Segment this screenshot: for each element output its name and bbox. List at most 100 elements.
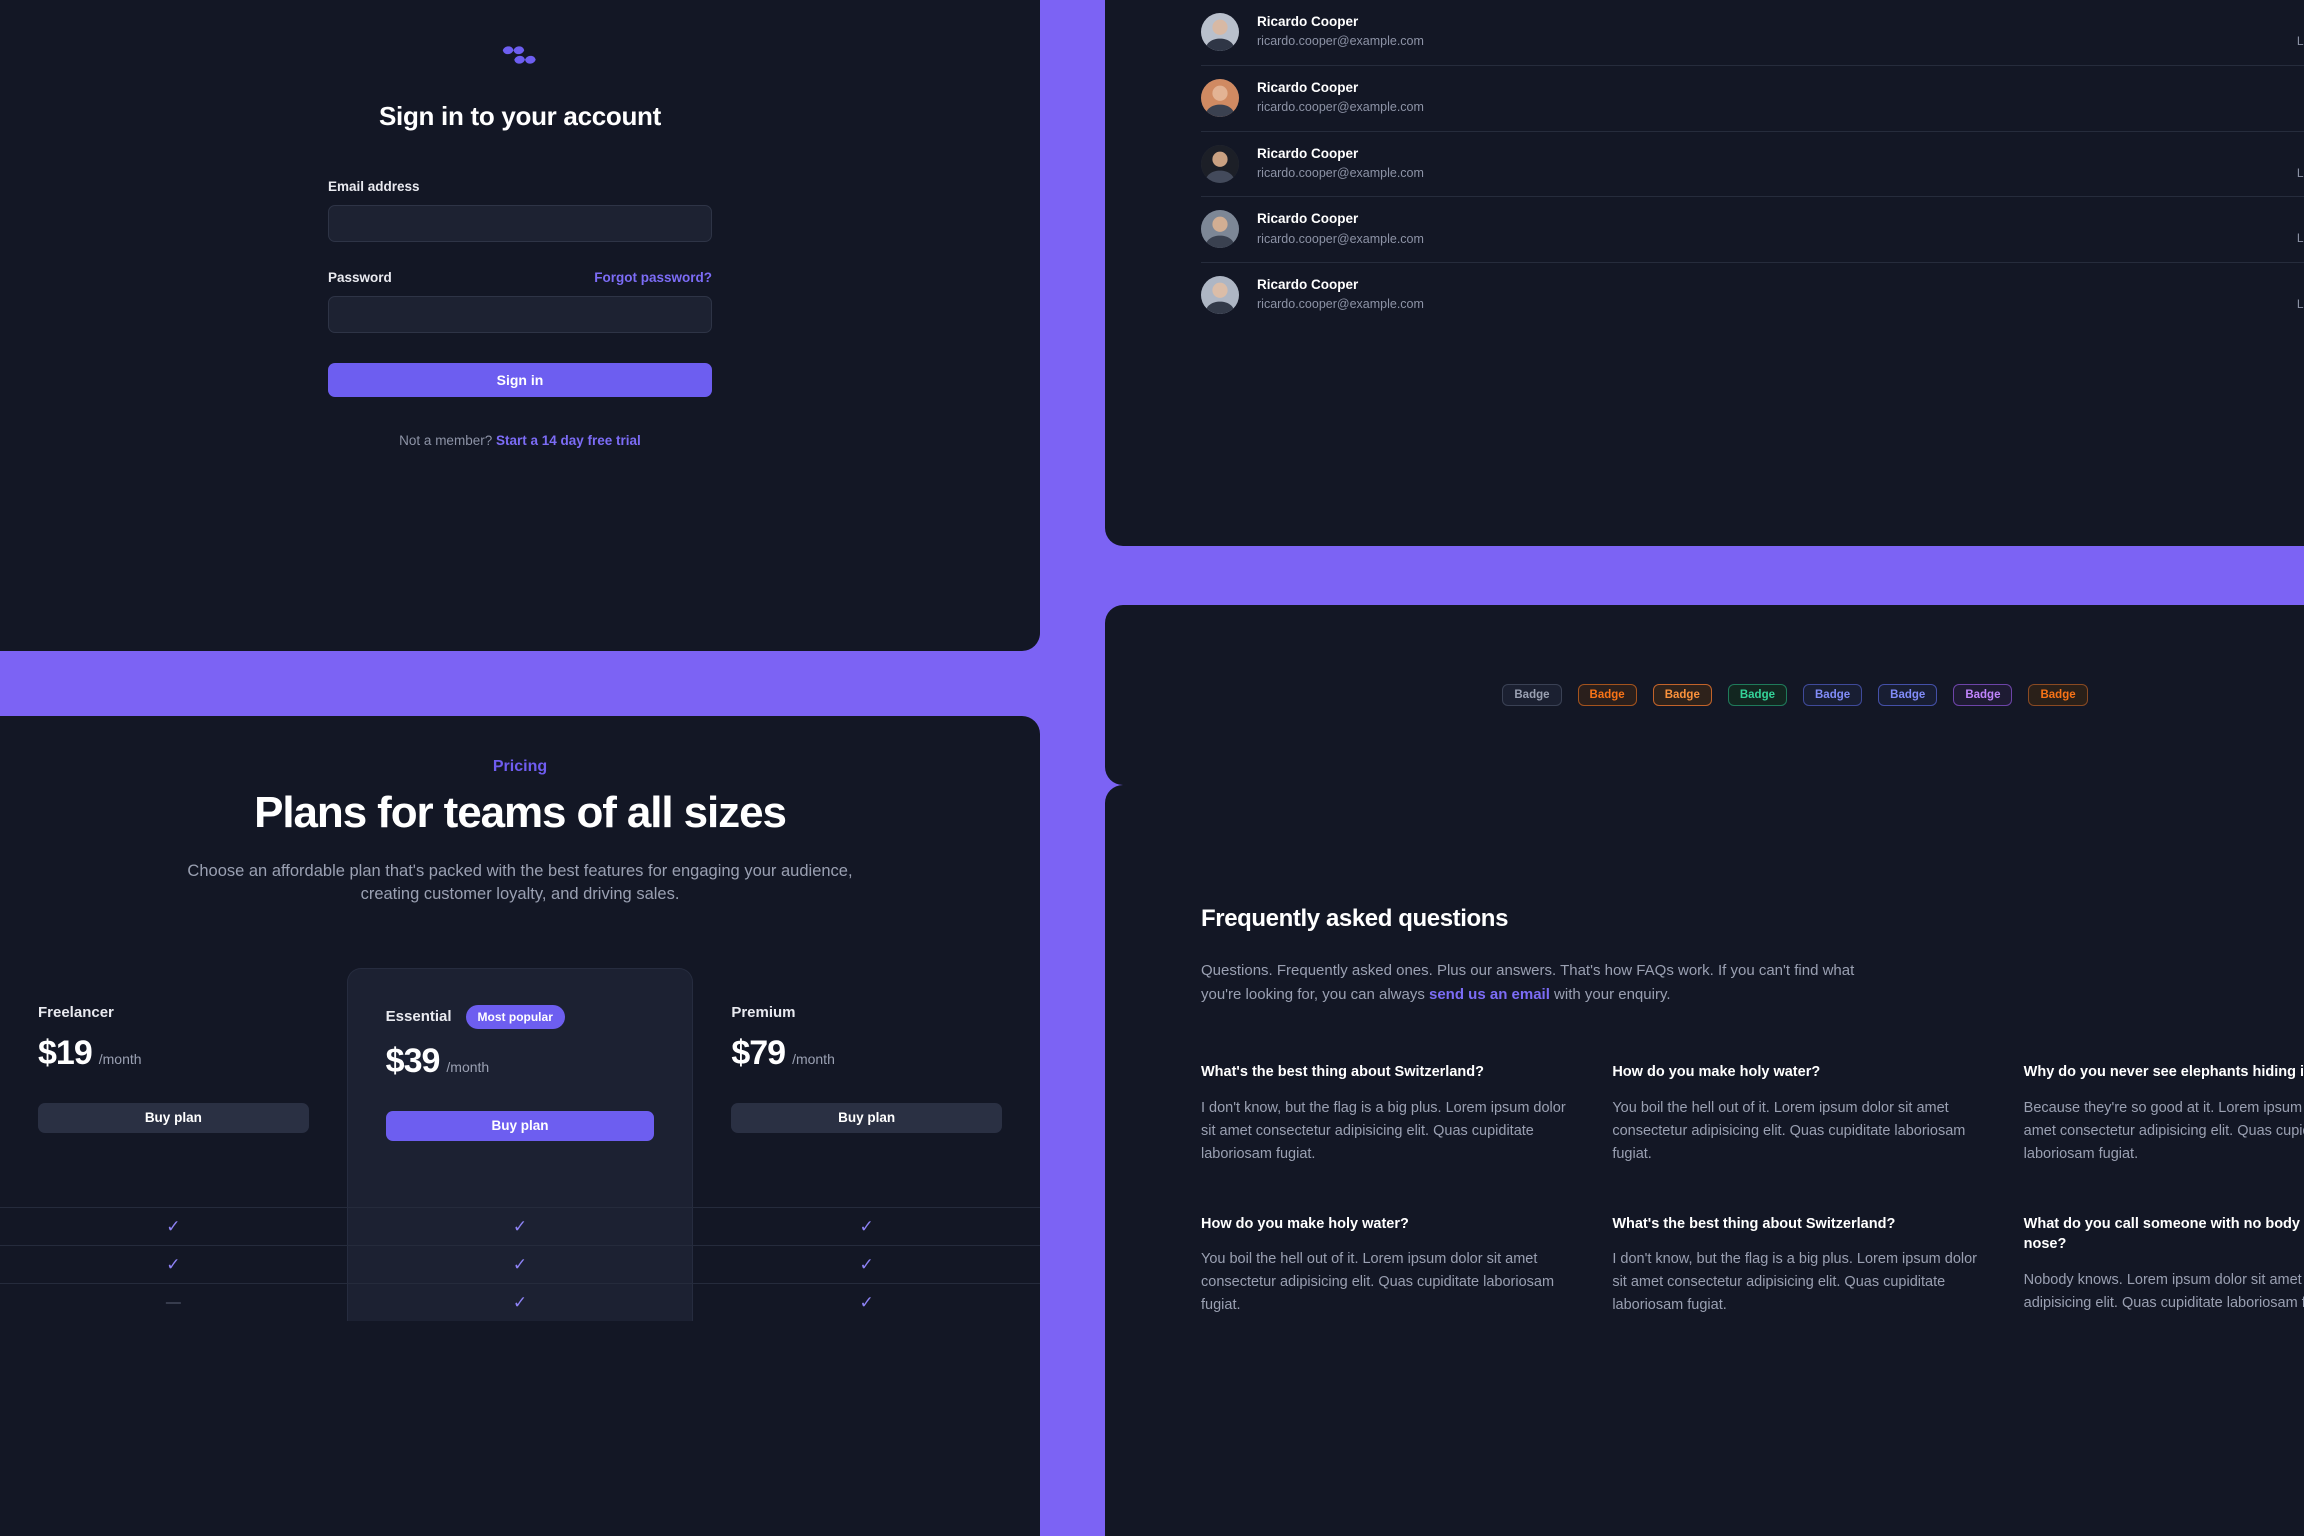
password-label: Password [328,270,392,285]
plan-amount: $79 [731,1033,786,1072]
faq-item: Why do you never see elephants hiding in… [2024,1062,2304,1165]
check-glyph: ✓ [859,1292,874,1312]
email-field-group: Email address [328,179,712,242]
user-identity: Ricardo Cooper ricardo.cooper@example.com [1201,79,1424,118]
avatar [1201,79,1239,118]
check-icon: ✓ [346,1245,694,1283]
user-email: ricardo.cooper@example.com [1257,100,1424,115]
faq-intro-before: Questions. Frequently asked ones. Plus o… [1201,962,1855,1003]
avatar [1201,13,1239,52]
user-status-block: Owner Last seen 3h ago [2297,13,2304,52]
faq-intro-after: with your enquiry. [1549,985,1671,1003]
faq-item: How do you make holy water? You boil the … [1612,1062,1977,1165]
badge-row: Badge Badge Badge Badge Badge Badge Badge Badge [1105,605,2304,785]
status-badge: Badge [1502,684,1562,706]
list-item[interactable]: Ricardo Cooper ricardo.cooper@example.com… [1201,0,2304,66]
plan-name: Premium [731,1003,796,1021]
check-icon: ✓ [346,1207,694,1245]
signup-prompt: Not a member? Start a 14 day free trial [399,433,641,448]
faq-question: What's the best thing about Switzerland? [1201,1064,1484,1081]
user-name: Ricardo Cooper [1257,211,1359,227]
plan-header: Essential Most popular [385,1004,655,1029]
check-glyph: ✓ [512,1254,528,1274]
feature-comparison-table: ✓ ✓ ✓ ✓ ✓ ✓ — ✓ ✓ [0,1206,1040,1321]
faq-intro: Questions. Frequently asked ones. Plus o… [1201,959,1891,1006]
faq-item: What's the best thing about Switzerland?… [1201,1062,1566,1165]
user-email: ricardo.cooper@example.com [1257,34,1424,49]
user-list: Ricardo Cooper ricardo.cooper@example.com… [1105,0,2304,327]
faq-answer: Nobody knows. Lorem ipsum dolor sit amet… [2023,1271,2304,1311]
page-title: Sign in to your account [379,101,661,131]
plan-period: /month [446,1058,490,1075]
status-badge: Badge [2028,684,2088,706]
user-identity: Ricardo Cooper ricardo.cooper@example.com [1201,276,1424,315]
sign-in-button[interactable]: Sign in [328,363,712,397]
check-glyph: ✓ [512,1292,528,1312]
list-item[interactable]: Ricardo Cooper ricardo.cooper@example.com… [1201,66,2304,132]
send-us-an-email-link[interactable]: send us an email [1429,985,1550,1003]
buy-plan-button[interactable]: Buy plan [38,1102,309,1133]
signup-prompt-text: Not a member? [399,433,493,448]
list-item[interactable]: Ricardo Cooper ricardo.cooper@example.com… [1201,132,2304,198]
dash-glyph: — [165,1293,181,1311]
faq-question: How do you make holy water? [1612,1064,1821,1081]
plan-name: Freelancer [38,1003,114,1021]
faq-grid: What's the best thing about Switzerland?… [1201,1062,2304,1317]
list-item[interactable]: Ricardo Cooper ricardo.cooper@example.com… [1201,197,2304,263]
password-field-group: Password Forgot password? [328,270,712,333]
start-free-trial-link[interactable]: Start a 14 day free trial [495,433,641,448]
plan-name: Essential [385,1008,452,1026]
status-badge: Badge [1577,684,1637,706]
table-row: — ✓ ✓ [0,1282,1040,1321]
faq-answer: Because they're so good at it. Lorem ips… [2023,1099,2304,1162]
dash-icon: — [0,1284,347,1321]
faq-answer: I don't know, but the flag is a big plus… [1201,1099,1566,1162]
faq-question: How do you make holy water? [1201,1215,1409,1232]
check-icon: ✓ [0,1208,347,1245]
status-badge: Badge [1727,684,1787,706]
faq-card: Frequently asked questions Questions. Fr… [1105,785,2304,1536]
user-status-block: Owner Last seen 3h ago [2297,145,2304,184]
most-popular-badge: Most popular [465,1004,565,1029]
sign-in-form: Email address Password Forgot password? … [328,179,712,397]
plan-period: /month [98,1050,142,1067]
table-row: ✓ ✓ ✓ [0,1206,1040,1245]
list-item[interactable]: Ricardo Cooper ricardo.cooper@example.com… [1201,263,2304,328]
user-name: Ricardo Cooper [1257,145,1359,161]
password-input[interactable] [328,296,712,333]
user-identity: Ricardo Cooper ricardo.cooper@example.com [1201,13,1424,52]
user-last-seen: Last seen 3h ago [2296,34,2304,49]
buy-plan-button[interactable]: Buy plan [731,1102,1002,1133]
email-input[interactable] [328,205,712,242]
faq-item: How do you make holy water? You boil the … [1201,1214,1566,1317]
pricing-card: Pricing Plans for teams of all sizes Cho… [0,716,1040,1536]
plan-price: $79/month [731,1034,1002,1073]
user-last-seen: Last seen 3h ago [2296,165,2304,180]
plan-header: Premium [731,1004,1002,1021]
check-glyph: ✓ [166,1216,181,1236]
user-status-block: Owner Last seen 3h ago [2297,276,2304,315]
faq-answer: You boil the hell out of it. Lorem ipsum… [1201,1251,1555,1314]
plan-amount: $19 [38,1033,93,1072]
email-label: Email address [328,179,420,194]
user-role: Owner [2297,210,2304,228]
avatar [1201,276,1239,315]
check-glyph: ✓ [859,1216,874,1236]
plan-price: $39/month [386,1042,655,1081]
status-badge: Badge [1953,684,2013,706]
plan-price: $19/month [38,1034,309,1073]
pricing-subheading: Choose an affordable plan that's packed … [187,862,853,903]
check-glyph: ✓ [166,1254,181,1274]
buy-plan-button[interactable]: Buy plan [385,1110,655,1141]
check-icon: ✓ [346,1283,694,1321]
plan-column: Premium $79/month Buy plan [693,968,1040,1207]
check-icon: ✓ [693,1208,1040,1245]
user-email: ricardo.cooper@example.com [1257,165,1424,180]
forgot-password-link[interactable]: Forgot password? [594,270,712,285]
plan-column: Essential Most popular $39/month Buy plan [346,967,694,1207]
status-badge: Badge [1652,684,1712,706]
team-members-card: Ricardo Cooper ricardo.cooper@example.com… [1105,0,2304,546]
user-identity: Ricardo Cooper ricardo.cooper@example.com [1201,210,1424,249]
check-glyph: ✓ [859,1254,874,1274]
